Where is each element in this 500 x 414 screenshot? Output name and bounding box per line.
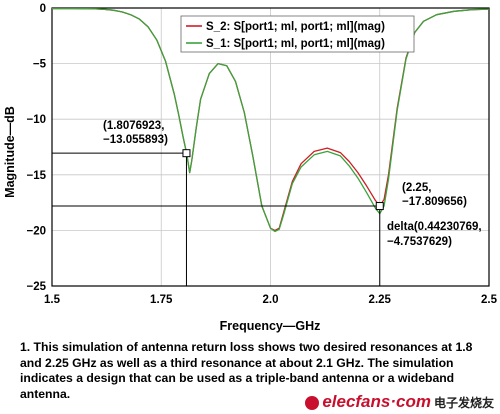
x-tick-label: 2.5	[481, 294, 498, 306]
figure-caption: 1. This simulation of antenna return los…	[20, 340, 473, 401]
legend: S_2: S[port1; ml, port1; ml](mag) S_1: S…	[180, 15, 415, 53]
y-tick-label: −25	[26, 281, 46, 293]
x-tick-label: 1.75	[150, 294, 173, 306]
chart: 0 −5 −10 −15 −20 −251.5 1.75 2.0 2.25 2.5 Frequen…	[3, 3, 498, 333]
marker1-point	[182, 149, 191, 158]
x-tick-label: 1.5	[44, 294, 61, 306]
marker1-label-line2: −13.055893)	[103, 134, 168, 146]
x-tick-label: 2.0	[263, 294, 279, 306]
annotation-marker1: (1.8076923, −13.055893)	[103, 120, 168, 146]
y-axis-label: Magnitude—dB	[3, 106, 17, 198]
delta-label-line2: −4.7537629)	[387, 236, 452, 248]
tick-labels: 0 −5 −10 −15 −20 −251.5 1.75 2.0 2.25 2.5	[26, 3, 497, 306]
grid	[52, 8, 489, 286]
marker-layer	[52, 149, 384, 286]
y-tick-label: 0	[40, 3, 46, 15]
watermark-cn-text: 电子发烧友	[433, 396, 494, 410]
y-tick-label: −20	[26, 225, 46, 237]
marker1-label-line1: (1.8076923,	[103, 120, 164, 132]
series-line-s1	[52, 7, 490, 233]
delta-label-line1: delta(0.44230769,	[387, 221, 482, 233]
watermark-logo-icon	[305, 395, 320, 410]
x-axis-label: Frequency—GHz	[220, 319, 321, 333]
y-tick-label: −15	[26, 170, 46, 182]
watermark-text: elecfans·com	[322, 392, 431, 411]
legend-label-s2: S_2: S[port1; ml, port1; ml](mag)	[206, 21, 385, 33]
y-tick-label: −5	[33, 59, 47, 71]
annotation-delta: delta(0.44230769, −4.7537629)	[387, 221, 482, 248]
marker2-label-line1: (2.25,	[402, 182, 431, 194]
legend-box	[180, 15, 415, 53]
plot-area	[51, 7, 490, 287]
watermark: elecfans·com 电子发烧友	[305, 392, 494, 412]
annotation-marker2: (2.25, −17.809656)	[402, 182, 467, 208]
marker2-label-line2: −17.809656)	[402, 196, 467, 208]
legend-label-s1: S_1: S[port1; ml, port1; ml](mag)	[206, 38, 385, 50]
x-tick-label: 2.25	[369, 294, 392, 306]
series-layer	[52, 7, 490, 233]
marker2-point	[375, 202, 384, 211]
y-tick-label: −10	[26, 114, 46, 126]
